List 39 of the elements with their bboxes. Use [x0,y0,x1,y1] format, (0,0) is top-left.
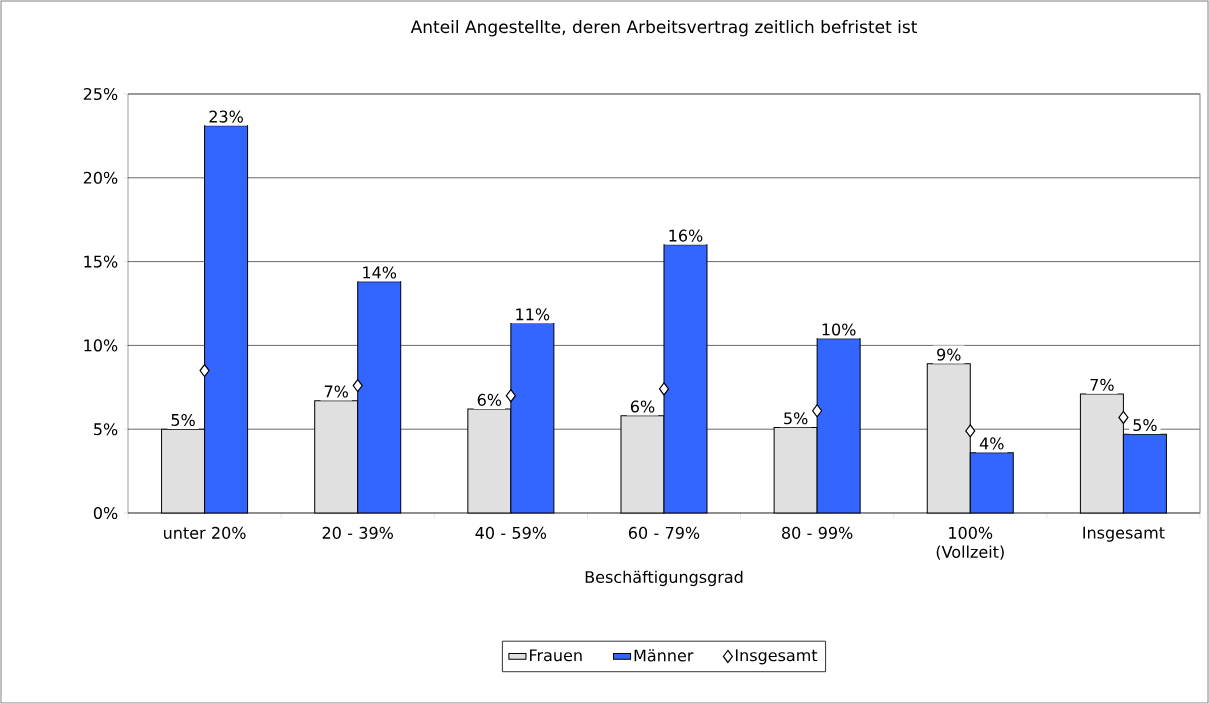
y-tick-label: 15% [84,255,118,268]
point [352,379,363,393]
data-label: 5% [1133,418,1157,432]
data-label: 23% [209,110,243,123]
point [812,404,823,418]
point [965,424,976,438]
point [505,389,516,403]
data-label: 6% [630,400,655,413]
data-label: 9% [937,348,961,361]
x-axis-title: Beschäftigungsgrad [585,570,743,587]
data-label: 6% [477,393,502,406]
y-tick-label: 5% [94,423,118,436]
point [1118,410,1129,425]
x-tick-label: unter 20% [164,526,246,539]
y-tick-label: 25% [83,87,118,101]
y-tick-label: 0% [93,506,118,520]
legend-label: Insgesamt [735,649,818,665]
data-label: 5% [784,412,808,425]
x-tick-label: 20 - 39% [322,526,393,539]
legend-label: Männer [634,649,694,662]
data-label: 5% [171,413,195,426]
legend-label: Frauen [530,649,582,662]
data-label: 7% [1090,378,1114,391]
data-label: 16% [669,229,703,242]
x-tick-label: 60 - 79% [628,526,700,539]
data-label: 10% [822,323,856,336]
data-label: 4% [979,437,1004,450]
point [658,382,670,396]
data-label: 14% [363,266,397,279]
chart-title: Anteil Angestellte, deren Arbeitsvertrag zeitlich befristet ist [410,20,917,37]
data-label: 11% [516,308,550,321]
y-tick-label: 20% [83,171,118,184]
y-tick-label: 10% [84,339,118,352]
data-label: 7% [324,385,349,398]
x-tick-label: 40 - 59% [475,526,547,539]
x-tick-label: 80 - 99% [782,526,853,539]
x-tick-label: Insgesamt [1083,526,1165,542]
point [199,363,210,378]
x-tick-label: 100% (Vollzeit) [936,526,1004,560]
